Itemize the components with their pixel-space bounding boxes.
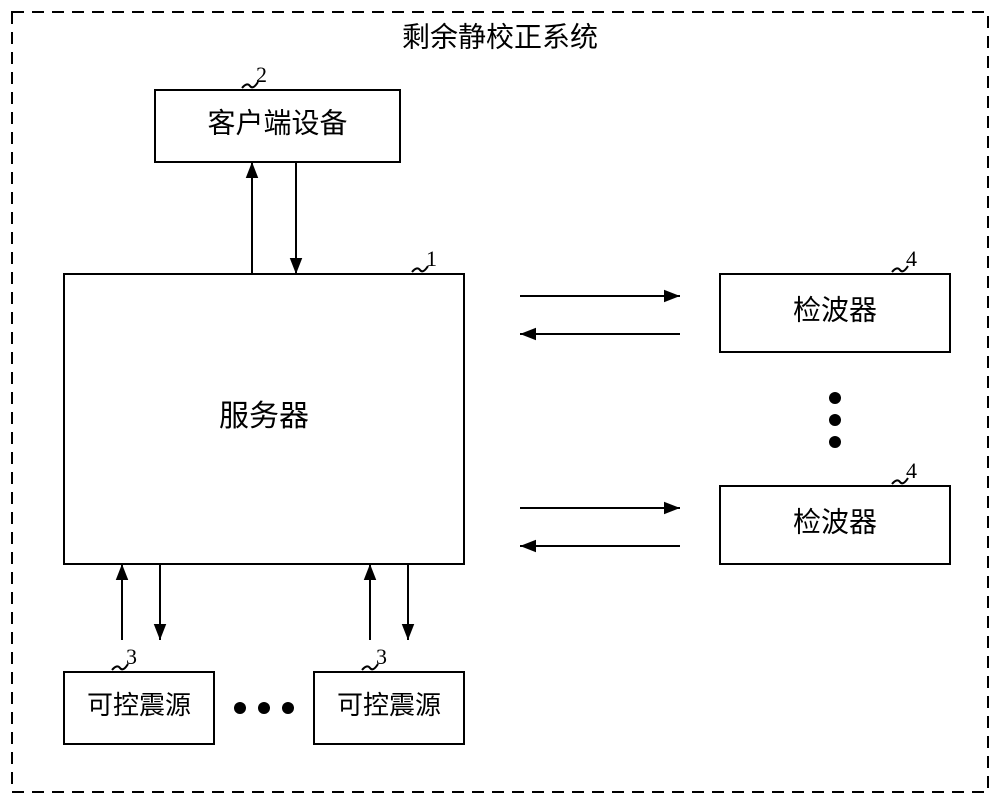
arrow-client-to-server-head bbox=[290, 258, 303, 274]
server-box-label: 服务器 bbox=[219, 400, 309, 433]
ellipsis-dot-v-2 bbox=[829, 436, 841, 448]
ref-number-det1: 4 bbox=[906, 246, 917, 271]
arrow-src2-to-server-head bbox=[364, 564, 377, 580]
arrow-server-to-client-head bbox=[246, 162, 259, 178]
ellipsis-dot-h-2 bbox=[282, 702, 294, 714]
ref-number-src1: 3 bbox=[126, 644, 137, 669]
vibroseis-source-box-1-label: 可控震源 bbox=[87, 691, 191, 720]
diagram-title: 剩余静校正系统 bbox=[402, 21, 598, 53]
arrow-server-to-src1-head bbox=[154, 624, 167, 640]
arrow-server-to-det2-head bbox=[664, 502, 680, 515]
ellipsis-dot-h-0 bbox=[234, 702, 246, 714]
ref-number-det2: 4 bbox=[906, 458, 917, 483]
arrow-det2-to-server-head bbox=[520, 540, 536, 553]
geophone-box-1-label: 检波器 bbox=[793, 294, 877, 326]
arrow-det1-to-server-head bbox=[520, 328, 536, 341]
arrow-src1-to-server-head bbox=[116, 564, 129, 580]
arrow-server-to-src2-head bbox=[402, 624, 415, 640]
ellipsis-dot-v-1 bbox=[829, 414, 841, 426]
ellipsis-dot-v-0 bbox=[829, 392, 841, 404]
client-device-box-label: 客户端设备 bbox=[207, 107, 347, 139]
arrow-server-to-det1-head bbox=[664, 290, 680, 303]
geophone-box-2-label: 检波器 bbox=[793, 506, 877, 538]
vibroseis-source-box-2-label: 可控震源 bbox=[337, 691, 441, 720]
ref-number-server: 1 bbox=[426, 246, 437, 271]
ellipsis-dot-h-1 bbox=[258, 702, 270, 714]
ref-number-src2: 3 bbox=[376, 644, 387, 669]
ref-number-client: 2 bbox=[256, 62, 267, 87]
